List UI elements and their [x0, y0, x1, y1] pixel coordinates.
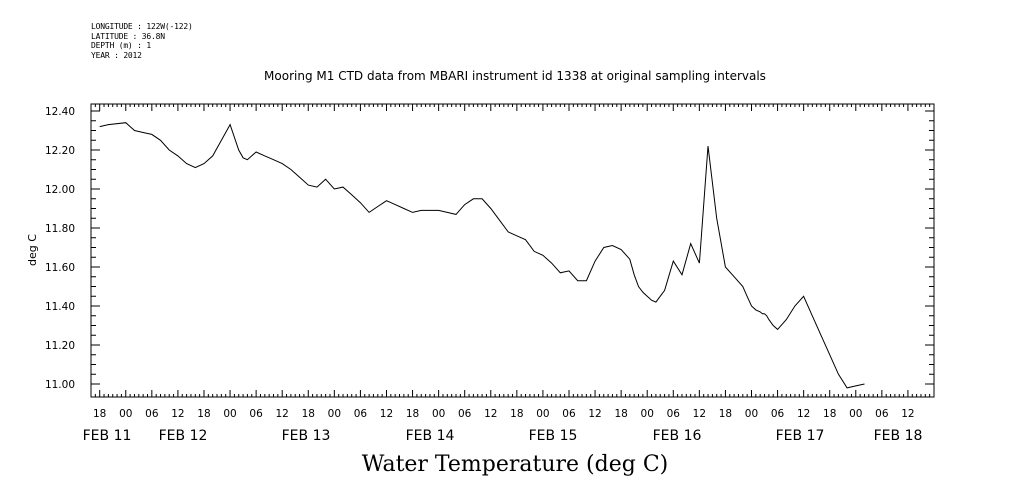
y-axis-label: deg C [26, 234, 39, 266]
depth-text: DEPTH (m) : 1 [91, 41, 152, 50]
x-hour-label: 06 [249, 408, 263, 420]
x-hour-label: 12 [276, 408, 289, 420]
x-hour-label: 18 [302, 408, 315, 420]
y-tick-label: 11.00 [45, 379, 75, 391]
x-date-label: FEB 13 [282, 428, 331, 444]
x-hour-label: 18 [406, 408, 419, 420]
x-date-label: FEB 14 [406, 428, 455, 444]
x-hour-label: 12 [380, 408, 393, 420]
y-tick-label: 11.20 [45, 340, 75, 352]
x-hour-label: 00 [119, 408, 132, 420]
x-hour-label: 00 [536, 408, 549, 420]
y-tick-label: 12.00 [45, 184, 75, 196]
latitude-text: LATITUDE : 36.8N [91, 31, 165, 41]
y-tick-label: 11.40 [45, 301, 75, 313]
y-tick-label: 12.20 [45, 145, 75, 157]
x-hour-label: 12 [797, 408, 810, 420]
x-axis-ticks: 18 00 06 12 18 00 06 12 18 00 06 12 18 00 06 12 18 00 06 12… [83, 104, 931, 444]
x-hour-label: 12 [693, 408, 706, 420]
x-hour-label: 18 [614, 408, 627, 420]
x-hour-label: 06 [771, 408, 785, 420]
x-axis-title: Water Temperature (deg C) [361, 452, 669, 477]
x-hour-label: 00 [223, 408, 236, 420]
y-tick-label: 11.80 [45, 223, 75, 235]
x-hour-label: 00 [328, 408, 341, 420]
x-hour-label: 06 [667, 408, 681, 420]
x-hour-label: 18 [823, 408, 836, 420]
x-date-label: FEB 17 [776, 428, 825, 444]
y-tick-label: 11.60 [45, 262, 75, 274]
x-hour-label: 00 [432, 408, 445, 420]
x-hour-label: 06 [354, 408, 368, 420]
year-text: YEAR : 2012 [91, 50, 142, 60]
x-hour-label: 18 [93, 408, 106, 420]
chart-title: Mooring M1 CTD data from MBARI instrumen… [264, 69, 766, 83]
x-hour-label: 18 [197, 408, 210, 420]
series-line [99, 122, 865, 389]
x-date-label: FEB 16 [653, 428, 702, 444]
x-hour-label: 06 [875, 408, 889, 420]
x-hour-label: 12 [171, 408, 184, 420]
x-hour-label: 00 [849, 408, 862, 420]
x-hour-label: 12 [588, 408, 601, 420]
x-date-label: FEB 12 [159, 428, 208, 444]
x-hour-label: 18 [719, 408, 732, 420]
longitude-text: LONGITUDE : 122W(-122) [91, 22, 193, 31]
x-hour-label: 06 [458, 408, 472, 420]
x-hour-label: 00 [641, 408, 654, 420]
x-hour-label: 12 [484, 408, 497, 420]
x-date-label: FEB 11 [83, 428, 132, 444]
x-hour-label: 12 [901, 408, 914, 420]
y-axis-ticks: 11.00 11.20 11.40 11.60 11.80 12.00 12.20 12.40 [45, 106, 934, 391]
x-hour-label: 00 [745, 408, 758, 420]
metadata-block: LONGITUDE : 122W(-122) LATITUDE : 36.8N … [91, 22, 193, 60]
x-hour-label: 06 [145, 408, 159, 420]
y-tick-label: 12.40 [45, 106, 75, 118]
x-date-label: FEB 18 [874, 428, 923, 444]
x-hour-label: 18 [510, 408, 523, 420]
x-hour-label: 06 [562, 408, 576, 420]
x-date-label: FEB 15 [529, 428, 578, 444]
